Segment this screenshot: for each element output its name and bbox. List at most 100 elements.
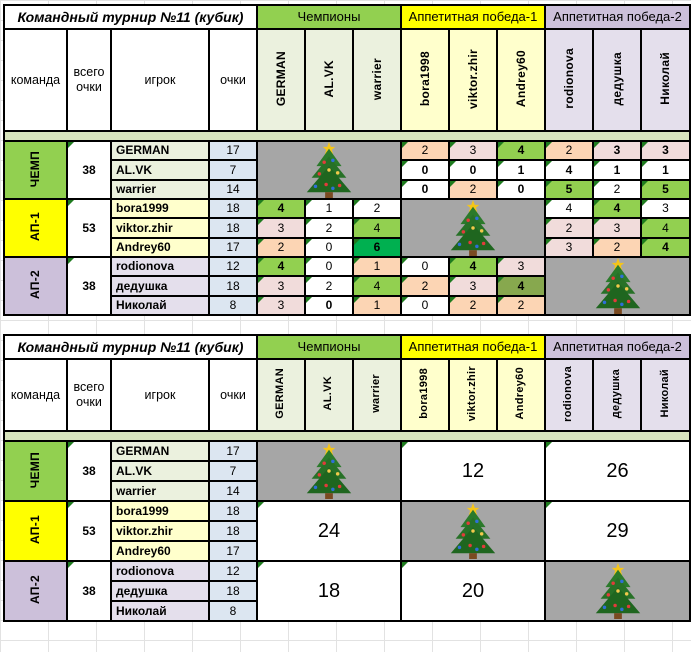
col-header-total[interactable]: всего очки [66, 28, 112, 132]
match-score-cell[interactable]: 2 [304, 217, 354, 239]
team-total-cell[interactable]: 38 [66, 140, 112, 200]
match-score-cell[interactable]: 2 [544, 139, 594, 162]
match-score-cell[interactable]: 2 [448, 294, 498, 317]
match-score-cell[interactable]: 1 [496, 159, 546, 181]
player-column-header[interactable]: AL.VK [304, 28, 354, 132]
player-points-cell[interactable]: 17 [208, 139, 258, 162]
match-score-cell[interactable]: 2 [400, 275, 450, 297]
col-header-points[interactable]: очки [208, 358, 258, 432]
player-name-cell[interactable]: Andrey60 [110, 236, 210, 259]
match-score-cell[interactable]: 2 [592, 236, 642, 259]
match-score-cell[interactable]: 0 [400, 294, 450, 317]
block-total-cell[interactable]: 29 [544, 500, 691, 562]
player-points-cell[interactable]: 12 [208, 255, 258, 278]
player-name-cell[interactable]: AL.VK [110, 460, 210, 482]
block-total-cell[interactable]: 20 [400, 560, 546, 622]
match-score-cell[interactable]: 4 [256, 197, 306, 220]
team-name-cell[interactable]: ЧЕМП [3, 440, 68, 502]
player-column-header[interactable]: дедушка [592, 358, 642, 432]
block-total-cell[interactable]: 26 [544, 440, 691, 502]
player-column-header[interactable]: viktor.zhir [448, 28, 498, 132]
match-score-cell[interactable]: 0 [448, 159, 498, 181]
team-name-cell[interactable]: АП-2 [3, 560, 68, 622]
player-column-header[interactable]: Andrey60 [496, 28, 546, 132]
team-total-cell[interactable]: 38 [66, 560, 112, 622]
player-column-header[interactable]: дедушка [592, 28, 642, 132]
player-points-cell[interactable]: 7 [208, 159, 258, 181]
team-name-cell[interactable]: ЧЕМП [3, 140, 68, 200]
player-column-header[interactable]: Николай [640, 28, 691, 132]
match-score-cell[interactable]: 5 [544, 178, 594, 201]
match-score-cell[interactable]: 4 [592, 197, 642, 220]
player-column-header[interactable]: viktor.zhir [448, 358, 498, 432]
match-score-cell[interactable]: 3 [640, 139, 691, 162]
match-score-cell[interactable]: 3 [448, 139, 498, 162]
player-column-header[interactable]: GERMAN [256, 358, 306, 432]
player-column-header[interactable]: rodionova [544, 28, 594, 132]
col-header-player[interactable]: игрок [110, 28, 210, 132]
player-column-header[interactable]: GERMAN [256, 28, 306, 132]
player-name-cell[interactable]: rodionova [110, 560, 210, 582]
player-points-cell[interactable]: 17 [208, 236, 258, 259]
tournament-header[interactable]: Чемпионы [256, 334, 402, 360]
match-score-cell[interactable]: 6 [352, 236, 402, 259]
match-score-cell[interactable]: 2 [304, 275, 354, 297]
player-name-cell[interactable]: bora1999 [110, 197, 210, 220]
player-name-cell[interactable]: viktor.zhir [110, 217, 210, 239]
match-score-cell[interactable]: 4 [496, 275, 546, 297]
col-header-team[interactable]: команда [3, 358, 68, 432]
player-name-cell[interactable]: Николай [110, 600, 210, 622]
player-points-cell[interactable]: 8 [208, 294, 258, 317]
table-title[interactable]: Командный турнир №11 (кубик) [3, 334, 258, 360]
team-total-cell[interactable]: 53 [66, 500, 112, 562]
tournament-header[interactable]: Аппетитная победа-2 [544, 4, 691, 30]
team-name-cell[interactable]: АП-1 [3, 500, 68, 562]
player-name-cell[interactable]: warrier [110, 178, 210, 201]
player-column-header[interactable]: Николай [640, 358, 691, 432]
match-score-cell[interactable]: 3 [640, 197, 691, 220]
tournament-header[interactable]: Чемпионы [256, 4, 402, 30]
col-header-team[interactable]: команда [3, 28, 68, 132]
player-points-cell[interactable]: 17 [208, 540, 258, 562]
player-name-cell[interactable]: rodionova [110, 255, 210, 278]
player-name-cell[interactable]: bora1999 [110, 500, 210, 522]
block-total-cell[interactable]: 12 [400, 440, 546, 502]
match-score-cell[interactable]: 0 [304, 236, 354, 259]
player-points-cell[interactable]: 18 [208, 197, 258, 220]
team-name-cell[interactable]: АП-1 [3, 198, 68, 258]
match-score-cell[interactable]: 5 [640, 178, 691, 201]
player-points-cell[interactable]: 7 [208, 460, 258, 482]
player-column-header[interactable]: AL.VK [304, 358, 354, 432]
tournament-header[interactable]: Аппетитная победа-2 [544, 334, 691, 360]
player-name-cell[interactable]: viktor.zhir [110, 520, 210, 542]
match-score-cell[interactable]: 4 [640, 236, 691, 259]
player-points-cell[interactable]: 18 [208, 520, 258, 542]
match-score-cell[interactable]: 2 [400, 139, 450, 162]
player-name-cell[interactable]: Николай [110, 294, 210, 317]
match-score-cell[interactable]: 2 [448, 178, 498, 201]
match-score-cell[interactable]: 3 [592, 139, 642, 162]
player-name-cell[interactable]: дедушка [110, 275, 210, 297]
player-name-cell[interactable]: GERMAN [110, 139, 210, 162]
match-score-cell[interactable]: 3 [592, 217, 642, 239]
match-score-cell[interactable]: 2 [352, 197, 402, 220]
match-score-cell[interactable]: 1 [304, 197, 354, 220]
tournament-header[interactable]: Аппетитная победа-1 [400, 4, 546, 30]
player-points-cell[interactable]: 12 [208, 560, 258, 582]
match-score-cell[interactable]: 4 [496, 139, 546, 162]
match-score-cell[interactable]: 0 [400, 255, 450, 278]
match-score-cell[interactable]: 4 [352, 275, 402, 297]
match-score-cell[interactable]: 3 [256, 217, 306, 239]
player-column-header[interactable]: warrier [352, 358, 402, 432]
match-score-cell[interactable]: 0 [304, 255, 354, 278]
match-score-cell[interactable]: 4 [448, 255, 498, 278]
match-score-cell[interactable]: 2 [544, 217, 594, 239]
team-total-cell[interactable]: 38 [66, 440, 112, 502]
match-score-cell[interactable]: 1 [640, 159, 691, 181]
team-name-cell[interactable]: АП-2 [3, 256, 68, 316]
team-total-cell[interactable]: 38 [66, 256, 112, 316]
player-name-cell[interactable]: AL.VK [110, 159, 210, 181]
match-score-cell[interactable]: 4 [256, 255, 306, 278]
match-score-cell[interactable]: 4 [544, 159, 594, 181]
match-score-cell[interactable]: 2 [496, 294, 546, 317]
